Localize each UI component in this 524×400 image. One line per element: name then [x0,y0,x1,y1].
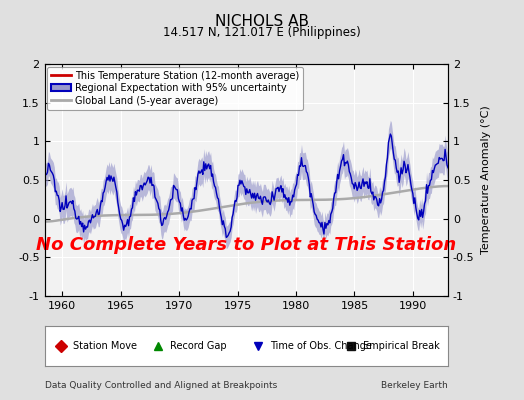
Text: Record Gap: Record Gap [170,341,226,351]
Text: NICHOLS AB: NICHOLS AB [215,14,309,29]
Text: 14.517 N, 121.017 E (Philippines): 14.517 N, 121.017 E (Philippines) [163,26,361,39]
Text: Time of Obs. Change: Time of Obs. Change [270,341,373,351]
Y-axis label: Temperature Anomaly (°C): Temperature Anomaly (°C) [482,106,492,254]
Text: Empirical Break: Empirical Break [363,341,440,351]
Text: Station Move: Station Move [73,341,137,351]
Legend: This Temperature Station (12-month average), Regional Expectation with 95% uncer: This Temperature Station (12-month avera… [48,67,303,110]
Text: Data Quality Controlled and Aligned at Breakpoints: Data Quality Controlled and Aligned at B… [45,381,277,390]
Text: No Complete Years to Plot at This Station: No Complete Years to Plot at This Statio… [36,236,456,254]
Text: Berkeley Earth: Berkeley Earth [381,381,448,390]
